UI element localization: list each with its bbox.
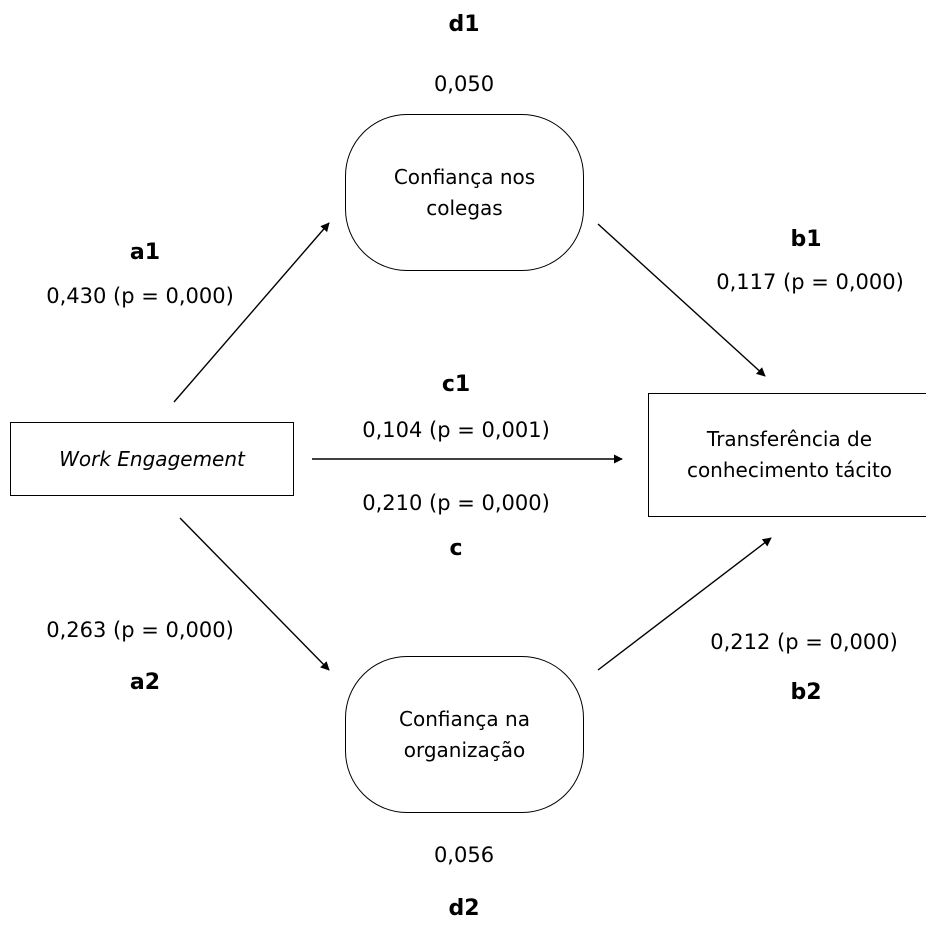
label-a1-name: a1: [129, 240, 161, 265]
node-work-engagement: Work Engagement: [10, 422, 294, 496]
arrow-b1: [597, 223, 766, 377]
label-b1-name: b1: [790, 227, 822, 252]
node-confianca-organizacao-line1: Confiança na: [399, 706, 530, 731]
label-d2-value: 0,056: [433, 843, 495, 867]
node-transferencia-line2: conhecimento tácito: [686, 458, 893, 482]
node-transferencia-line1: Transferência de: [706, 427, 873, 451]
label-a2-value: 0,263 (p = 0,000): [46, 618, 234, 642]
label-c1-value: 0,104 (p = 0,001): [362, 418, 550, 442]
node-work-engagement-label: Work Engagement: [59, 446, 245, 471]
label-a1-value: 0,430 (p = 0,000): [46, 284, 234, 308]
arrow-a2: [179, 517, 330, 671]
node-transferencia: Transferência de conhecimento tácito: [648, 393, 926, 517]
node-confianca-colegas: Confiança nos colegas: [345, 114, 584, 271]
node-confianca-organizacao: Confiança na organização: [345, 656, 584, 813]
label-b2-value: 0,212 (p = 0,000): [710, 630, 898, 654]
arrow-b2: [597, 537, 772, 671]
label-d2-name: d2: [448, 896, 480, 921]
node-confianca-organizacao-line2: organização: [403, 737, 526, 762]
label-c-value: 0,210 (p = 0,000): [362, 491, 550, 515]
label-d1-name: d1: [448, 12, 480, 37]
node-confianca-colegas-line2: colegas: [426, 195, 503, 220]
label-b1-value: 0,117 (p = 0,000): [716, 270, 904, 294]
label-c-name: c: [449, 536, 463, 561]
label-b2-name: b2: [790, 680, 822, 705]
label-c1-name: c1: [441, 372, 471, 397]
arrow-a1: [173, 222, 330, 403]
label-a2-name: a2: [129, 670, 161, 695]
node-confianca-colegas-line1: Confiança nos: [393, 164, 536, 189]
label-d1-value: 0,050: [433, 72, 495, 96]
